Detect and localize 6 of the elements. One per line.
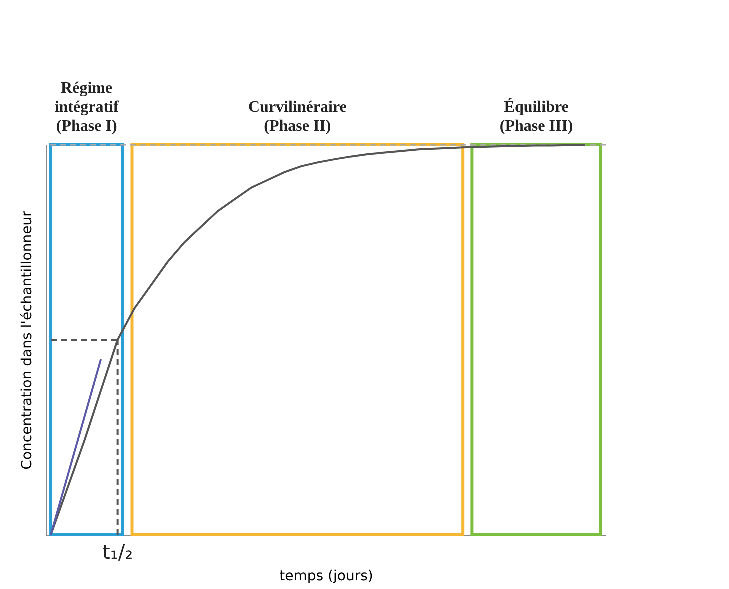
text: Équilibre (Phase III) <box>500 98 574 135</box>
text: t₁/₂ <box>102 540 134 564</box>
text: Curvilinéraire (Phase II) <box>248 99 347 135</box>
x-axis-title: temps (jours) <box>280 568 374 584</box>
text: Régime intégratif (Phase I) <box>54 80 120 135</box>
y-axis-title: Concentration dans l'échantillonneur <box>20 210 36 470</box>
